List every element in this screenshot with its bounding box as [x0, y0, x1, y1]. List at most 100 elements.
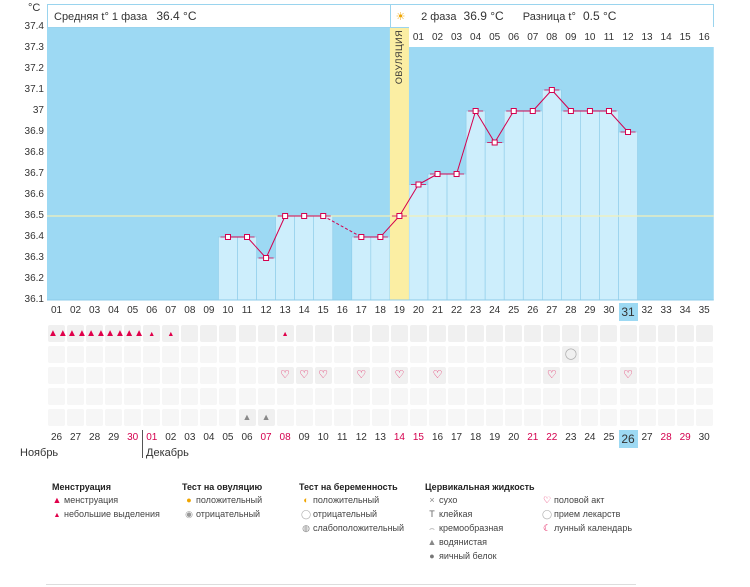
- marker-cell[interactable]: [448, 409, 466, 426]
- marker-cell[interactable]: [524, 325, 542, 342]
- cycle-day-label[interactable]: 26: [527, 305, 539, 316]
- marker-cell[interactable]: [467, 409, 485, 426]
- marker-cell[interactable]: [314, 346, 332, 363]
- marker-cell[interactable]: [676, 346, 694, 363]
- marker-cell[interactable]: [390, 388, 408, 405]
- marker-cell[interactable]: ▲: [276, 325, 294, 342]
- marker-cell[interactable]: [333, 325, 351, 342]
- marker-cell[interactable]: [162, 367, 180, 384]
- marker-cell[interactable]: [505, 367, 523, 384]
- marker-cell[interactable]: [295, 346, 313, 363]
- marker-cell[interactable]: [67, 388, 85, 405]
- marker-cell[interactable]: [86, 346, 104, 363]
- marker-cell[interactable]: [276, 409, 294, 426]
- date-label[interactable]: 26: [50, 432, 63, 443]
- date-label[interactable]: 13: [374, 432, 386, 443]
- marker-cell[interactable]: [314, 325, 332, 342]
- marker-cell[interactable]: [676, 325, 694, 342]
- marker-cell[interactable]: [162, 346, 180, 363]
- date-label[interactable]: 27: [69, 432, 82, 443]
- marker-cell[interactable]: [238, 388, 256, 405]
- cycle-day-label[interactable]: 13: [279, 305, 291, 316]
- marker-cell[interactable]: [543, 325, 561, 342]
- marker-cell[interactable]: [219, 325, 237, 342]
- marker-cell[interactable]: [619, 388, 637, 405]
- marker-cell[interactable]: [562, 325, 580, 342]
- marker-cell[interactable]: [638, 388, 656, 405]
- marker-cell[interactable]: [390, 346, 408, 363]
- marker-cell[interactable]: [409, 325, 427, 342]
- marker-cell[interactable]: [581, 346, 599, 363]
- date-label[interactable]: 12: [355, 432, 367, 443]
- marker-cell[interactable]: [638, 367, 656, 384]
- date-label[interactable]: 09: [298, 432, 310, 443]
- marker-cell[interactable]: [657, 346, 675, 363]
- marker-cell[interactable]: [543, 346, 561, 363]
- cycle-day-label[interactable]: 17: [355, 305, 367, 316]
- date-label[interactable]: 27: [641, 432, 653, 443]
- cycle-day-label[interactable]: 01: [50, 305, 63, 316]
- marker-cell[interactable]: [409, 367, 427, 384]
- marker-cell[interactable]: ▲▲: [86, 325, 106, 342]
- marker-cell[interactable]: [238, 325, 256, 342]
- marker-cell[interactable]: [695, 325, 713, 342]
- marker-cell[interactable]: [314, 409, 332, 426]
- date-label[interactable]: 03: [184, 432, 196, 443]
- cycle-day-label[interactable]: 24: [489, 305, 501, 316]
- marker-cell[interactable]: [657, 367, 675, 384]
- marker-cell[interactable]: [638, 325, 656, 342]
- marker-cell[interactable]: ▲: [143, 325, 161, 342]
- marker-cell[interactable]: ▲: [238, 409, 256, 426]
- cycle-day-label[interactable]: 03: [89, 305, 101, 316]
- marker-cell[interactable]: ♡: [543, 367, 561, 384]
- marker-cell[interactable]: [48, 409, 65, 426]
- date-label[interactable]: 19: [489, 432, 501, 443]
- marker-cell[interactable]: [67, 346, 85, 363]
- cycle-day-label[interactable]: 02: [69, 305, 82, 316]
- cycle-day-label[interactable]: 21: [431, 305, 444, 316]
- marker-cell[interactable]: [67, 409, 85, 426]
- marker-cell[interactable]: [695, 409, 713, 426]
- marker-cell[interactable]: [86, 388, 104, 405]
- marker-cell[interactable]: [619, 346, 637, 363]
- cycle-day-label[interactable]: 29: [584, 305, 596, 316]
- marker-cell[interactable]: [657, 325, 675, 342]
- marker-cell[interactable]: [86, 367, 104, 384]
- marker-cell[interactable]: ▲▲: [105, 325, 125, 342]
- marker-cell[interactable]: ▲: [162, 325, 180, 342]
- marker-cell[interactable]: [143, 388, 161, 405]
- date-label[interactable]: 05: [222, 432, 234, 443]
- marker-cell[interactable]: [333, 409, 351, 426]
- cycle-day-label[interactable]: 25: [508, 305, 520, 316]
- marker-cell[interactable]: [257, 388, 275, 405]
- date-label[interactable]: 17: [450, 432, 463, 443]
- marker-cell[interactable]: [276, 346, 294, 363]
- date-label[interactable]: 26: [618, 430, 638, 448]
- marker-cell[interactable]: [600, 388, 618, 405]
- marker-cell[interactable]: [390, 325, 408, 342]
- marker-cell[interactable]: [105, 409, 123, 426]
- cycle-day-label[interactable]: 35: [698, 305, 710, 316]
- cycle-day-label[interactable]: 15: [317, 305, 329, 316]
- marker-cell[interactable]: [543, 388, 561, 405]
- marker-cell[interactable]: [429, 346, 446, 363]
- date-label[interactable]: 10: [317, 432, 329, 443]
- marker-cell[interactable]: [48, 346, 65, 363]
- cycle-day-label[interactable]: 33: [660, 305, 672, 316]
- marker-cell[interactable]: [429, 325, 446, 342]
- cycle-day-label[interactable]: 27: [546, 305, 558, 316]
- cycle-day-label[interactable]: 08: [184, 305, 196, 316]
- cycle-day-label[interactable]: 07: [165, 305, 177, 316]
- date-label[interactable]: 28: [660, 432, 672, 443]
- marker-cell[interactable]: [371, 325, 389, 342]
- date-label[interactable]: 18: [470, 432, 482, 443]
- cycle-day-label[interactable]: 30: [603, 305, 615, 316]
- cycle-day-label[interactable]: 09: [203, 305, 215, 316]
- marker-cell[interactable]: [295, 325, 313, 342]
- marker-cell[interactable]: [505, 409, 523, 426]
- marker-cell[interactable]: [352, 325, 370, 342]
- cycle-day-label[interactable]: 12: [260, 305, 272, 316]
- marker-cell[interactable]: [352, 388, 370, 405]
- date-label[interactable]: 01: [146, 432, 158, 443]
- marker-cell[interactable]: [333, 388, 351, 405]
